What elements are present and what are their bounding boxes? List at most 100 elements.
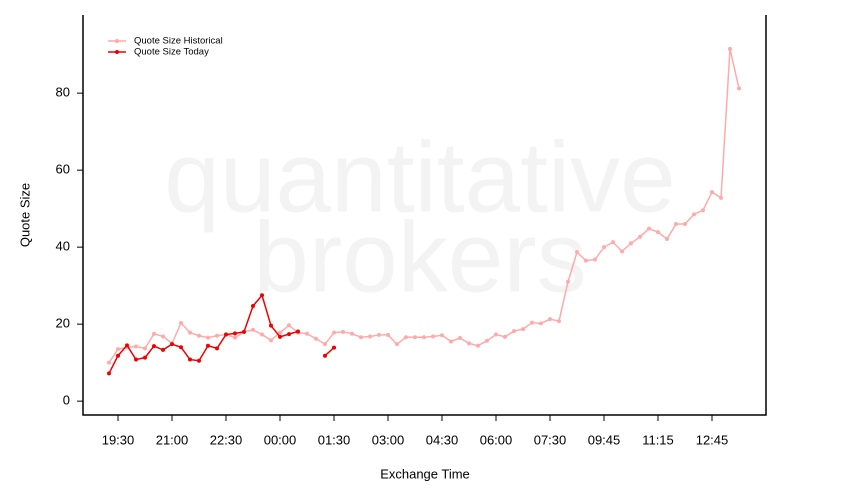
- point: [674, 222, 678, 227]
- y-tick-label: 0: [63, 393, 70, 408]
- point: [521, 327, 525, 332]
- point: [728, 46, 732, 51]
- point: [404, 335, 408, 340]
- point: [575, 250, 579, 255]
- point: [287, 323, 291, 328]
- point: [449, 339, 453, 344]
- point: [170, 342, 174, 347]
- point: [566, 279, 570, 284]
- point: [251, 327, 255, 332]
- point: [638, 234, 642, 239]
- point: [359, 335, 363, 340]
- point: [278, 334, 282, 339]
- watermark: brokers: [253, 201, 586, 313]
- point: [260, 293, 264, 298]
- point: [710, 190, 714, 195]
- point: [377, 332, 381, 337]
- point: [323, 342, 327, 347]
- point: [341, 329, 345, 334]
- point: [557, 319, 561, 324]
- point: [440, 333, 444, 338]
- y-tick-label: 40: [56, 239, 70, 254]
- point: [206, 335, 210, 340]
- x-tick-label: 03:00: [372, 432, 405, 447]
- point: [665, 237, 669, 242]
- x-tick-label: 07:30: [534, 432, 567, 447]
- point: [422, 335, 426, 340]
- point: [512, 329, 516, 334]
- point: [656, 230, 660, 235]
- point: [215, 333, 219, 338]
- x-tick-label: 09:45: [588, 432, 621, 447]
- point: [602, 245, 606, 250]
- point: [305, 331, 309, 336]
- point: [629, 241, 633, 246]
- point: [296, 329, 300, 334]
- x-tick-label: 12:45: [696, 432, 729, 447]
- point: [179, 345, 183, 350]
- point: [584, 258, 588, 263]
- x-axis-label: Exchange Time: [380, 466, 470, 481]
- point: [260, 332, 264, 337]
- legend-label: Quote Size Historical: [134, 36, 223, 47]
- point: [737, 86, 741, 91]
- y-tick-label: 20: [56, 316, 70, 331]
- point: [224, 332, 228, 337]
- point: [233, 331, 237, 336]
- point: [179, 320, 183, 325]
- point: [188, 357, 192, 362]
- point: [647, 226, 651, 231]
- point: [287, 332, 291, 337]
- point: [314, 336, 318, 341]
- point: [539, 321, 543, 326]
- point: [332, 330, 336, 335]
- point: [242, 329, 246, 334]
- point: [143, 346, 147, 351]
- point: [620, 249, 624, 254]
- point: [431, 334, 435, 339]
- series-line: [108, 293, 335, 374]
- point: [530, 320, 534, 325]
- x-tick-label: 00:00: [264, 432, 297, 447]
- point: [197, 333, 201, 338]
- y-axis-label: Quote Size: [17, 183, 32, 247]
- point: [593, 257, 597, 262]
- point: [503, 334, 507, 339]
- watermark: quantitative: [164, 121, 675, 233]
- x-tick-label: 06:00: [480, 432, 513, 447]
- y-tick-label: 80: [56, 85, 70, 100]
- point: [611, 240, 615, 245]
- point: [134, 357, 138, 362]
- x-tick-label: 04:30: [426, 432, 459, 447]
- point: [269, 323, 273, 328]
- point: [107, 360, 111, 365]
- point: [395, 342, 399, 347]
- point: [278, 330, 282, 335]
- point: [458, 336, 462, 341]
- x-tick-label: 11:15: [642, 432, 674, 447]
- x-tick-label: 19:30: [102, 432, 135, 447]
- point: [215, 346, 219, 351]
- point: [125, 343, 129, 348]
- legend-point: [115, 50, 119, 54]
- point: [548, 317, 552, 322]
- point: [152, 331, 156, 336]
- point: [701, 208, 705, 213]
- point: [206, 343, 210, 348]
- point: [116, 353, 120, 358]
- point: [197, 358, 201, 363]
- point: [251, 304, 255, 309]
- point: [269, 338, 273, 343]
- point: [332, 345, 336, 350]
- point: [386, 332, 390, 337]
- point: [161, 347, 165, 352]
- point: [323, 353, 327, 358]
- point: [134, 344, 138, 349]
- point: [467, 341, 471, 346]
- point: [476, 343, 480, 348]
- point: [368, 334, 372, 339]
- point: [350, 331, 354, 336]
- point: [485, 338, 489, 343]
- point: [152, 344, 156, 349]
- x-tick-label: 21:00: [156, 432, 189, 447]
